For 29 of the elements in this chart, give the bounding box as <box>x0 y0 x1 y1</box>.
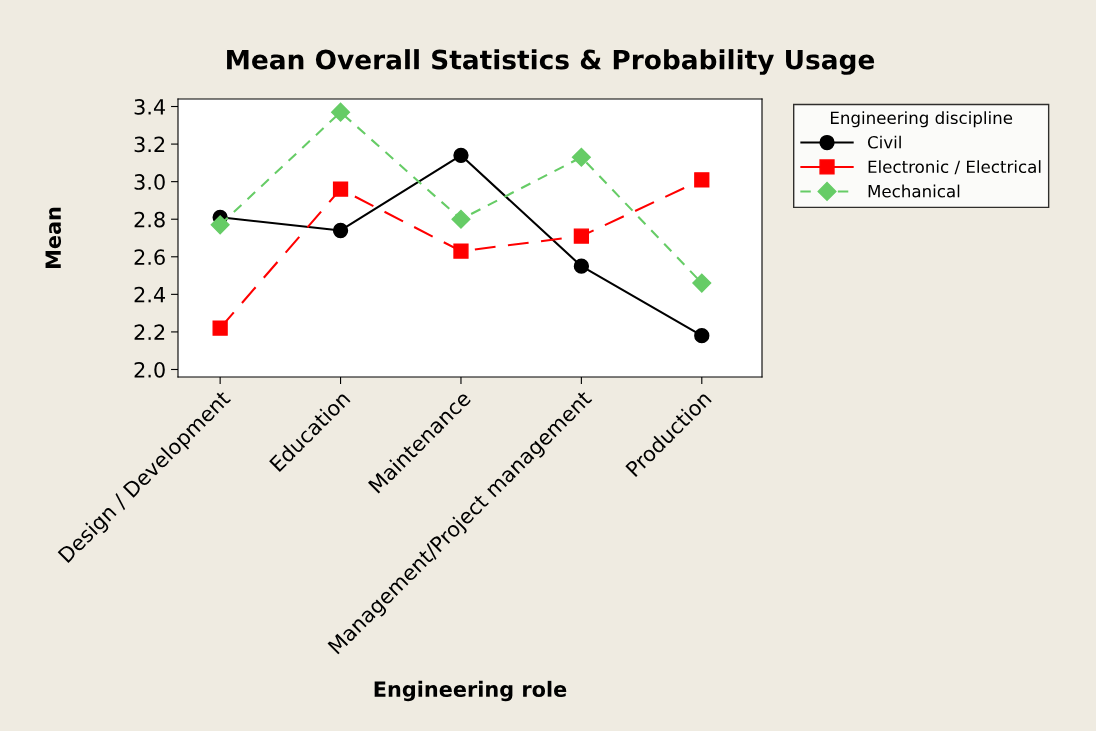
point <box>573 228 590 244</box>
y-tick-label: 3.0 <box>134 174 165 190</box>
point <box>694 328 710 344</box>
y-tick-label: 2.0 <box>134 361 165 378</box>
legend-label: Mechanical <box>868 184 960 198</box>
y-tick-label: 2.6 <box>134 249 165 265</box>
y-tick-label: 2.4 <box>134 286 166 303</box>
y-tick-label: 3.4 <box>134 98 166 115</box>
point <box>692 273 712 293</box>
point <box>453 147 469 163</box>
y-tick-label: 3.2 <box>134 136 165 153</box>
point <box>571 147 591 167</box>
point <box>210 215 230 235</box>
legend-label: Civil <box>867 135 901 149</box>
point <box>332 222 349 239</box>
legend-title: Engineering discipline <box>830 111 1013 128</box>
point <box>332 181 349 197</box>
point <box>212 320 228 336</box>
point <box>451 209 471 229</box>
point <box>331 102 351 122</box>
legend-label: Electronic / Electrical <box>868 160 1041 175</box>
x-axis-title: Engineering role <box>374 680 567 702</box>
point <box>453 243 469 259</box>
y-tick-label: 2.2 <box>134 324 165 340</box>
chart-title: Mean Overall Statistics & Probability Usage <box>227 49 875 75</box>
point <box>573 258 590 274</box>
point <box>694 172 710 188</box>
y-axis-title: Mean <box>45 207 62 268</box>
y-tick-label: 2.8 <box>134 211 165 228</box>
